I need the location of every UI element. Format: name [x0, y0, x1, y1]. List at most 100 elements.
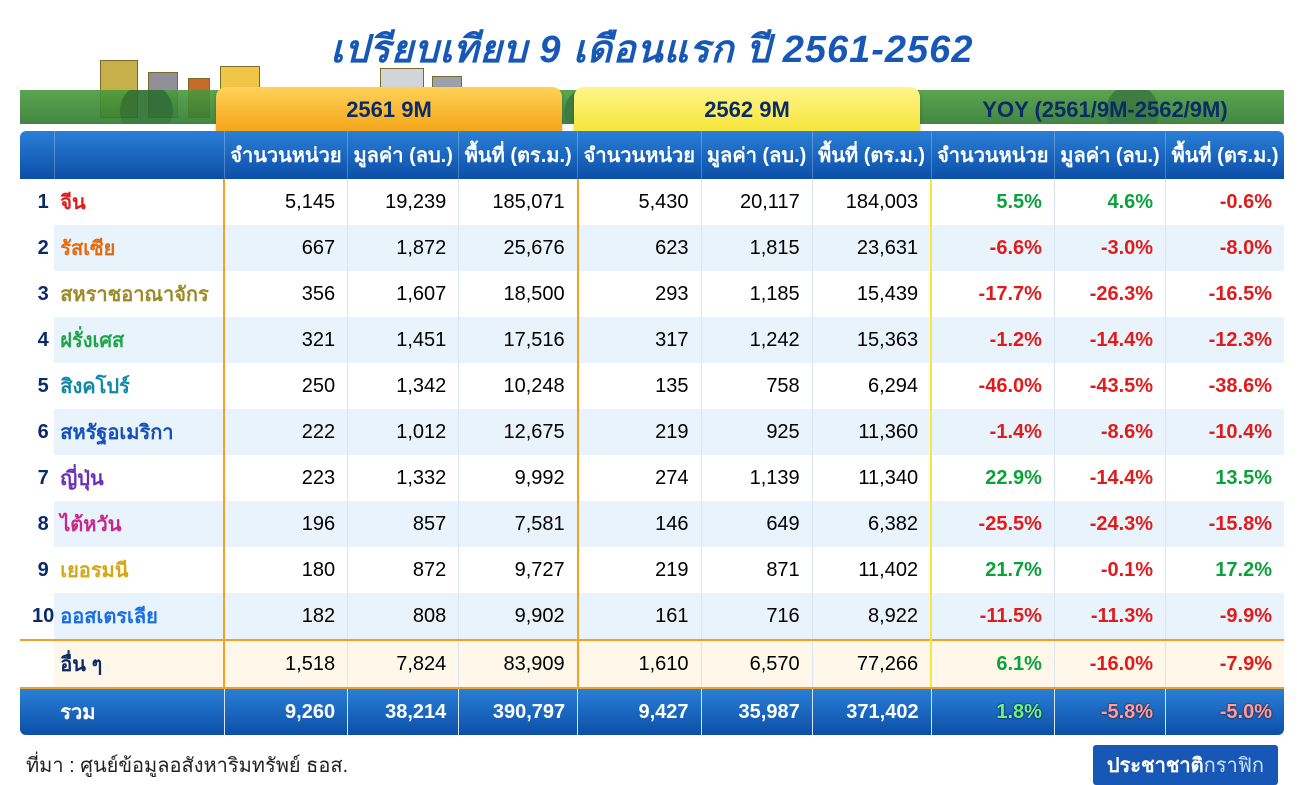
cell-num: 250 — [224, 363, 347, 409]
cell-country: อื่น ๆ — [54, 640, 224, 688]
column-group-tabs: 2561 9M 2562 9M YOY (2561/9M-2562/9M) — [20, 87, 1284, 131]
cell-num: 146 — [578, 501, 701, 547]
cell-num: 1,342 — [348, 363, 459, 409]
cell-num: 5,145 — [224, 179, 347, 225]
cell-yoy: -46.0% — [931, 363, 1054, 409]
tab-yoy: YOY (2561/9M-2562/9M) — [932, 87, 1278, 131]
cell-yoy: -14.4% — [1054, 317, 1165, 363]
cell-yoy: -3.0% — [1054, 225, 1165, 271]
credit-sub: กราฟิก — [1204, 755, 1264, 777]
cell-num: 17,516 — [459, 317, 578, 363]
cell-num: 182 — [224, 593, 347, 640]
cell-num: 12,675 — [459, 409, 578, 455]
cell-yoy: -1.4% — [931, 409, 1054, 455]
cell-num: 1,332 — [348, 455, 459, 501]
cell-num: 180 — [224, 547, 347, 593]
cell-country: สหราชอาณาจักร — [54, 271, 224, 317]
cell-rank — [20, 688, 54, 735]
cell-yoy: 6.1% — [931, 640, 1054, 688]
col-yoy-area: พื้นที่ (ตร.ม.) — [1166, 131, 1284, 179]
cell-num: 223 — [224, 455, 347, 501]
cell-country: สิงคโปร์ — [54, 363, 224, 409]
cell-num: 184,003 — [812, 179, 931, 225]
cell-num: 1,451 — [348, 317, 459, 363]
col-y2-value: มูลค่า (ลบ.) — [701, 131, 812, 179]
cell-num: 18,500 — [459, 271, 578, 317]
cell-num: 135 — [578, 363, 701, 409]
cell-yoy: 1.8% — [931, 688, 1054, 735]
col-y2-area: พื้นที่ (ตร.ม.) — [812, 131, 931, 179]
table-row: 7 ญี่ปุ่น 2231,3329,992 2741,13911,340 2… — [20, 455, 1284, 501]
cell-num: 83,909 — [459, 640, 578, 688]
col-yoy-units: จำนวนหน่วย — [931, 131, 1054, 179]
cell-num: 1,242 — [701, 317, 812, 363]
col-y1-value: มูลค่า (ลบ.) — [348, 131, 459, 179]
cell-num: 219 — [578, 547, 701, 593]
col-yoy-value: มูลค่า (ลบ.) — [1054, 131, 1165, 179]
cell-num: 7,824 — [348, 640, 459, 688]
cell-yoy: -1.2% — [931, 317, 1054, 363]
cell-num: 872 — [348, 547, 459, 593]
table-row: 5 สิงคโปร์ 2501,34210,248 1357586,294 -4… — [20, 363, 1284, 409]
cell-yoy: 13.5% — [1166, 455, 1284, 501]
cell-num: 1,012 — [348, 409, 459, 455]
cell-yoy: -7.9% — [1166, 640, 1284, 688]
cell-yoy: -10.4% — [1166, 409, 1284, 455]
tab-2561: 2561 9M — [216, 87, 562, 131]
cell-num: 11,340 — [812, 455, 931, 501]
cell-country: รัสเซีย — [54, 225, 224, 271]
cell-yoy: -16.5% — [1166, 271, 1284, 317]
cell-num: 390,797 — [459, 688, 578, 735]
cell-rank: 2 — [20, 225, 54, 271]
tab-2562: 2562 9M — [574, 87, 920, 131]
cell-yoy: -15.8% — [1166, 501, 1284, 547]
cell-rank: 10 — [20, 593, 54, 640]
cell-num: 161 — [578, 593, 701, 640]
cell-num: 808 — [348, 593, 459, 640]
cell-num: 6,382 — [812, 501, 931, 547]
col-y1-units: จำนวนหน่วย — [224, 131, 347, 179]
cell-yoy: -38.6% — [1166, 363, 1284, 409]
cell-num: 19,239 — [348, 179, 459, 225]
table-row: 3 สหราชอาณาจักร 3561,60718,500 2931,1851… — [20, 271, 1284, 317]
cell-country: ฝรั่งเศส — [54, 317, 224, 363]
cell-num: 649 — [701, 501, 812, 547]
cell-num: 219 — [578, 409, 701, 455]
cell-num: 716 — [701, 593, 812, 640]
cell-num: 758 — [701, 363, 812, 409]
cell-num: 11,402 — [812, 547, 931, 593]
cell-rank: 4 — [20, 317, 54, 363]
table-row: 1 จีน 5,14519,239185,071 5,43020,117184,… — [20, 179, 1284, 225]
cell-rank: 3 — [20, 271, 54, 317]
col-y1-area: พื้นที่ (ตร.ม.) — [459, 131, 578, 179]
cell-num: 1,185 — [701, 271, 812, 317]
cell-num: 6,294 — [812, 363, 931, 409]
cell-yoy: -26.3% — [1054, 271, 1165, 317]
cell-country: ไต้หวัน — [54, 501, 224, 547]
cell-num: 38,214 — [348, 688, 459, 735]
cell-country: รวม — [54, 688, 224, 735]
cell-yoy: -6.6% — [931, 225, 1054, 271]
cell-num: 20,117 — [701, 179, 812, 225]
cell-num: 1,815 — [701, 225, 812, 271]
cell-num: 7,581 — [459, 501, 578, 547]
cell-num: 274 — [578, 455, 701, 501]
cell-num: 317 — [578, 317, 701, 363]
cell-num: 1,518 — [224, 640, 347, 688]
cell-yoy: -12.3% — [1166, 317, 1284, 363]
cell-yoy: 4.6% — [1054, 179, 1165, 225]
credit-main: ประชาชาติ — [1107, 755, 1204, 777]
cell-num: 222 — [224, 409, 347, 455]
cell-yoy: 17.2% — [1166, 547, 1284, 593]
cell-rank: 6 — [20, 409, 54, 455]
cell-rank — [20, 640, 54, 688]
cell-yoy: -24.3% — [1054, 501, 1165, 547]
cell-num: 5,430 — [578, 179, 701, 225]
cell-num: 9,902 — [459, 593, 578, 640]
credit-badge: ประชาชาติกราฟิก — [1093, 745, 1278, 785]
cell-yoy: 21.7% — [931, 547, 1054, 593]
source-text: ที่มา : ศูนย์ข้อมูลอสังหาริมทรัพย์ ธอส. — [26, 749, 348, 781]
cell-num: 77,266 — [812, 640, 931, 688]
table-row-other: อื่น ๆ 1,5187,82483,909 1,6106,57077,266… — [20, 640, 1284, 688]
cell-yoy: -25.5% — [931, 501, 1054, 547]
